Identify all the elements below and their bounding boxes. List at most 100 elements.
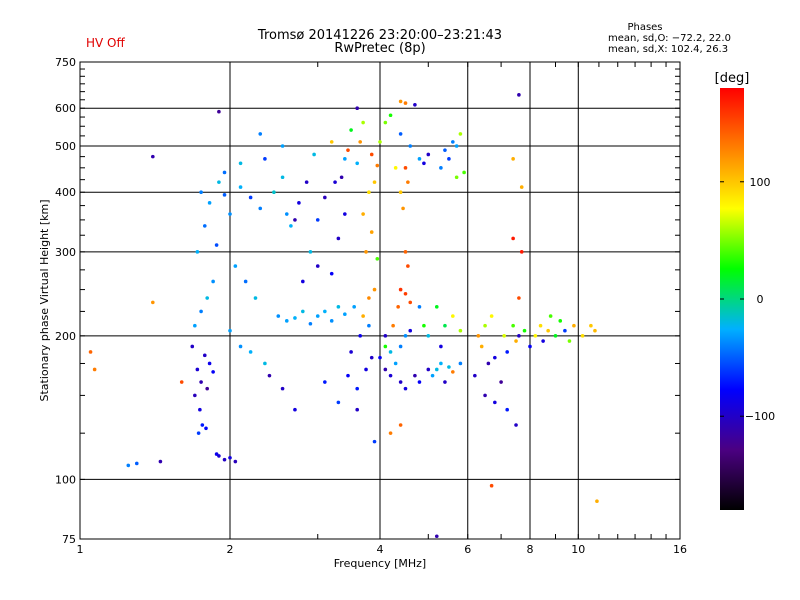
y-tick-label: 75 bbox=[62, 533, 76, 546]
data-point bbox=[462, 170, 466, 175]
data-point bbox=[280, 144, 285, 148]
y-tick-label: 500 bbox=[55, 140, 76, 153]
data-point bbox=[202, 353, 207, 358]
data-point bbox=[408, 328, 413, 333]
data-point bbox=[367, 296, 371, 300]
plot-title: Tromsø 20141226 23:20:00–23:21:43 bbox=[257, 28, 503, 43]
data-point bbox=[593, 328, 597, 333]
data-point bbox=[403, 334, 408, 338]
x-tick-label: 4 bbox=[377, 543, 384, 556]
x-tick-label: 6 bbox=[464, 543, 471, 556]
data-point bbox=[222, 457, 227, 462]
data-point bbox=[413, 373, 417, 378]
data-point bbox=[434, 305, 439, 309]
data-point bbox=[388, 113, 393, 118]
data-point bbox=[88, 350, 93, 354]
data-point bbox=[511, 236, 515, 241]
data-point bbox=[383, 344, 388, 349]
data-point bbox=[413, 103, 417, 107]
data-point bbox=[401, 206, 405, 211]
data-point bbox=[200, 423, 205, 427]
data-point bbox=[473, 373, 477, 378]
data-point bbox=[361, 314, 365, 318]
x-axis-label: Frequency [MHz] bbox=[334, 557, 426, 570]
data-point bbox=[204, 426, 208, 431]
data-point bbox=[426, 334, 431, 338]
data-point bbox=[422, 161, 426, 166]
data-point bbox=[439, 344, 443, 349]
phase-stats-x: mean, sd,X: 102.4, 26.3 bbox=[608, 44, 729, 55]
data-point bbox=[408, 300, 413, 305]
data-point bbox=[493, 355, 497, 360]
data-point bbox=[329, 271, 334, 276]
data-point bbox=[406, 264, 410, 268]
data-point bbox=[403, 101, 408, 105]
data-point bbox=[367, 190, 371, 195]
data-point bbox=[323, 309, 327, 314]
x-tick-label: 8 bbox=[527, 543, 534, 556]
data-point bbox=[238, 344, 243, 349]
data-point bbox=[406, 180, 410, 184]
data-point bbox=[451, 140, 455, 144]
data-point bbox=[458, 328, 463, 333]
data-point bbox=[228, 212, 232, 216]
data-point bbox=[369, 230, 374, 234]
data-point bbox=[358, 140, 362, 144]
data-point bbox=[372, 287, 377, 292]
data-point bbox=[375, 163, 380, 168]
phase-stats-o: mean, sd,O: −72.2, 22.0 bbox=[608, 33, 731, 44]
data-point bbox=[211, 370, 215, 374]
data-point bbox=[372, 439, 377, 444]
data-point bbox=[336, 236, 341, 241]
data-point bbox=[483, 323, 487, 328]
data-point bbox=[308, 250, 313, 254]
data-point bbox=[589, 323, 593, 328]
y-tick-label: 100 bbox=[55, 473, 76, 486]
data-point bbox=[383, 120, 388, 125]
data-point bbox=[349, 128, 353, 132]
data-point bbox=[233, 264, 238, 268]
data-point bbox=[214, 243, 219, 247]
grid-lines bbox=[80, 62, 680, 539]
colorbar-tick-label: −100 bbox=[745, 410, 775, 423]
data-point bbox=[346, 373, 350, 378]
data-point bbox=[301, 279, 305, 284]
data-point bbox=[199, 380, 203, 384]
data-point bbox=[372, 180, 377, 184]
data-point bbox=[369, 152, 374, 157]
data-point bbox=[580, 334, 585, 338]
data-point bbox=[519, 185, 524, 189]
data-point bbox=[417, 305, 422, 309]
data-point bbox=[315, 314, 320, 318]
data-point bbox=[458, 361, 463, 366]
data-point bbox=[528, 344, 532, 349]
data-point bbox=[595, 499, 599, 504]
data-point bbox=[304, 180, 309, 184]
data-point bbox=[499, 380, 503, 384]
data-point bbox=[563, 328, 567, 333]
data-point bbox=[272, 190, 276, 195]
data-point bbox=[198, 407, 202, 412]
data-point bbox=[489, 314, 494, 318]
data-point bbox=[398, 132, 403, 136]
data-point bbox=[451, 314, 455, 318]
data-points bbox=[88, 93, 599, 539]
colorbar-tick-label: 100 bbox=[750, 176, 771, 189]
data-point bbox=[398, 380, 403, 384]
data-point bbox=[333, 180, 337, 184]
data-point bbox=[193, 393, 197, 398]
data-point bbox=[263, 157, 267, 161]
data-point bbox=[126, 463, 131, 468]
data-point bbox=[205, 386, 209, 391]
data-point bbox=[403, 166, 408, 170]
data-point bbox=[323, 195, 327, 200]
x-tick-label: 10 bbox=[571, 543, 585, 556]
data-point bbox=[369, 355, 374, 360]
data-point bbox=[398, 190, 403, 195]
data-point bbox=[493, 400, 497, 405]
data-point bbox=[486, 361, 491, 366]
data-point bbox=[315, 264, 320, 268]
data-point bbox=[339, 175, 344, 180]
